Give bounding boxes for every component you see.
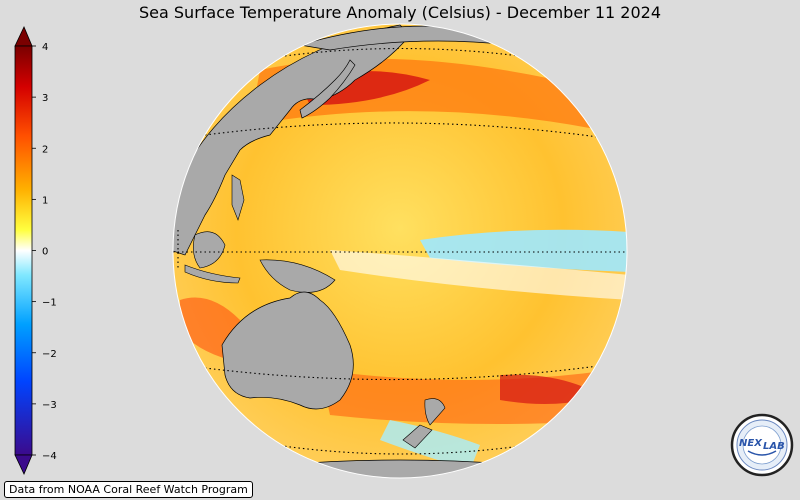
asia-landmass	[173, 24, 411, 256]
map-title: Sea Surface Temperature Anomaly (Celsius…	[139, 3, 661, 22]
antarctica-landmass	[279, 459, 521, 478]
borneo-island	[193, 231, 226, 269]
colorbar-tick-label: −4	[42, 451, 57, 462]
colorbar-tick-label: 0	[42, 247, 48, 258]
data-credit: Data from NOAA Coral Reef Watch Program	[4, 481, 253, 498]
equatorial-white-band	[330, 250, 627, 300]
colorbar-tick-label: −3	[42, 400, 57, 411]
new-guinea-island	[259, 259, 336, 293]
new-zealand-south-island	[402, 424, 433, 449]
new-zealand-north-island	[424, 398, 446, 426]
colorbar-tick-label: −2	[42, 349, 57, 360]
globe-outline	[172, 23, 628, 479]
colorbar-tick-label: 1	[42, 195, 48, 206]
colorbar: 4 3 2 1 0 −1 −2 −3 −4	[14, 26, 57, 475]
colorbar-tick-label: 4	[42, 42, 48, 53]
colorbar-tick-label: 2	[42, 144, 48, 155]
colorbar-tick-label: 3	[42, 93, 48, 104]
colorbar-tick-label: −1	[42, 298, 57, 309]
philippines-island	[231, 174, 245, 221]
nexlab-logo: NEX LAB	[730, 413, 794, 477]
australia-landmass	[221, 291, 354, 410]
japan-island	[299, 59, 356, 119]
tasman-cool-patch	[380, 420, 480, 470]
logo-text-right: LAB	[763, 441, 785, 452]
indonesia-islands	[184, 264, 241, 284]
logo-text-left: NEX	[739, 438, 763, 449]
colorbar-min-arrow	[14, 454, 33, 475]
